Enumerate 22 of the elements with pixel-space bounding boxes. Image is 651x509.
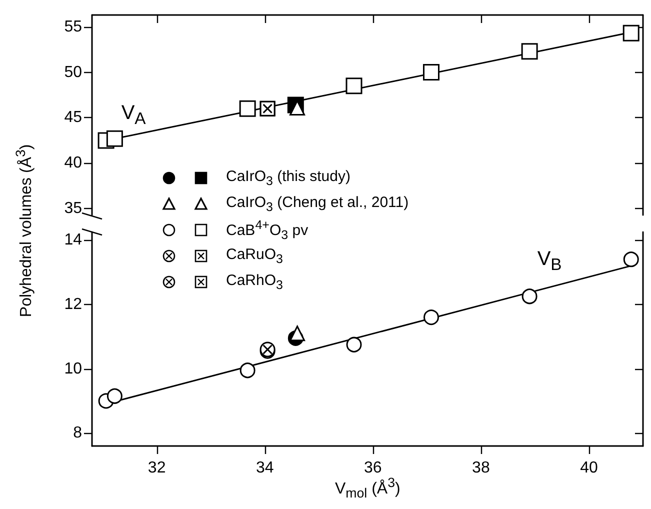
- legend-label: CaRhO$_{3}$: [226, 272, 283, 292]
- y-tick-label: 50: [64, 64, 82, 81]
- y-tick-label: 10: [64, 360, 82, 378]
- x-axis-title: V$_{mol}$ (Å$^{3}$): [335, 475, 400, 501]
- annotation: V$_{A}$: [121, 102, 146, 128]
- legend-label: CaRuO$_{3}$: [226, 246, 283, 266]
- x-tick-label: 38: [472, 460, 490, 476]
- y-tick-label: 35: [64, 200, 82, 218]
- y-tick-label: 8: [73, 424, 82, 442]
- y-tick-label: 55: [64, 18, 82, 36]
- legend-label: CaB$^{4+}$O$_{3}$ pv: [226, 218, 308, 242]
- x-tick-label: 34: [256, 460, 274, 476]
- annotation: V$_{B}$: [537, 248, 562, 274]
- x-tick-label: 32: [148, 460, 166, 476]
- y-tick-label: 40: [64, 154, 82, 172]
- x-tick-label: 36: [364, 460, 382, 476]
- legend-label: CaIrO$_{3}$ (Cheng et al., 2011): [226, 194, 409, 214]
- y-tick-label: 14: [64, 232, 82, 249]
- legend-label: CaIrO$_{3}$ (this study): [226, 168, 350, 188]
- y-tick-label: 45: [64, 109, 82, 126]
- y-tick-label: 12: [64, 296, 82, 313]
- x-tick-label: 40: [580, 460, 598, 476]
